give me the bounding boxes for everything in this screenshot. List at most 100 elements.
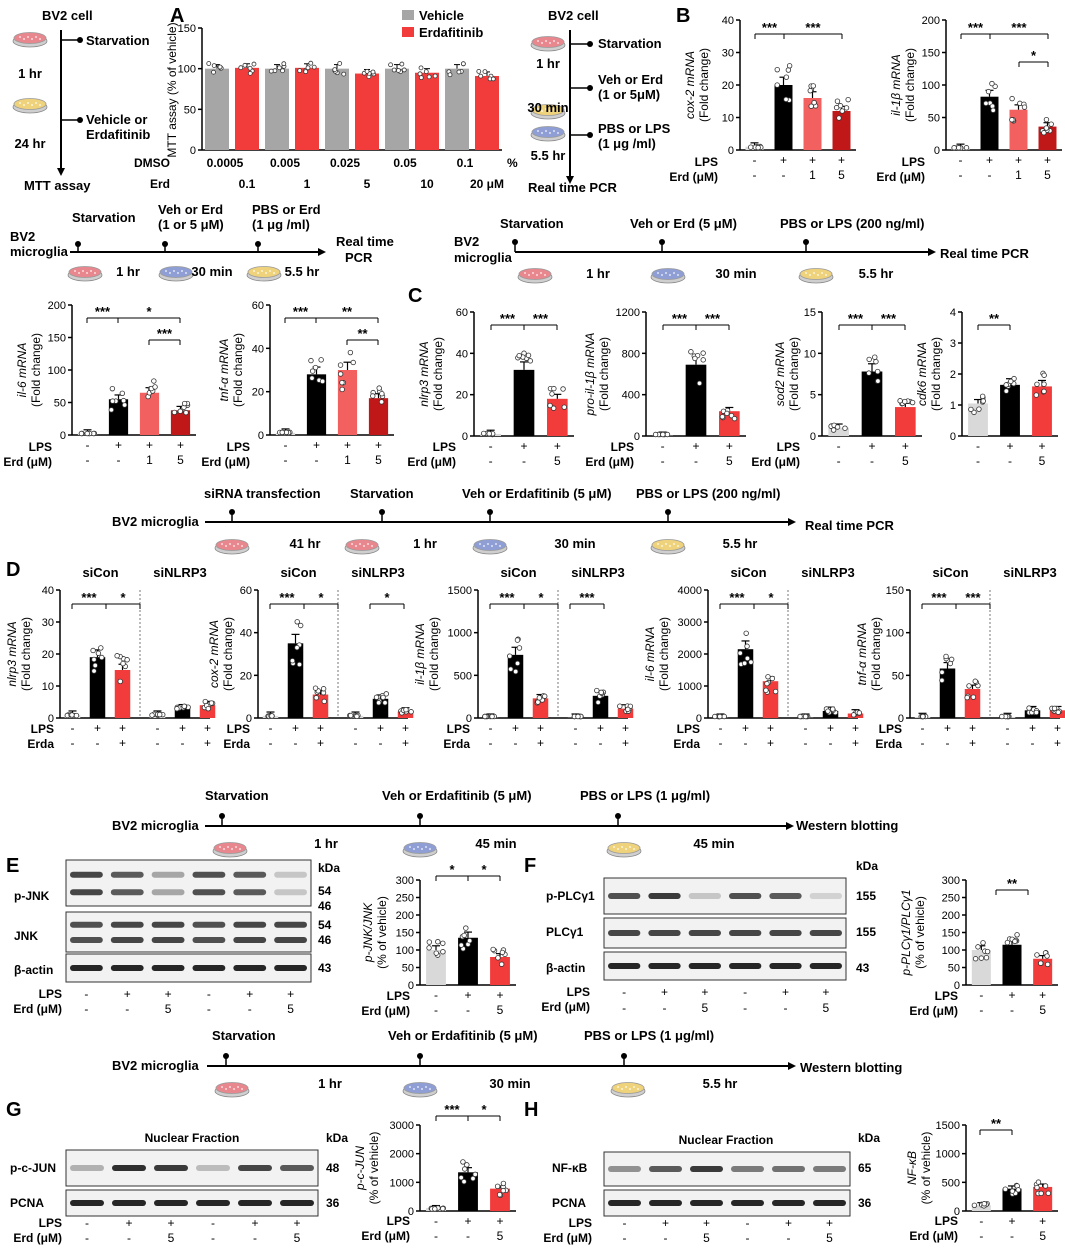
y-axis-label: cox-2 mRNA: [207, 620, 221, 688]
significance-mark: ***: [499, 590, 515, 605]
condition-symbol: -: [623, 1216, 627, 1230]
timeline-node: [587, 85, 593, 91]
condition-symbol: +: [969, 736, 976, 750]
panel-letter: F: [524, 855, 536, 877]
protein-band: [110, 965, 144, 971]
sample-point: [786, 63, 793, 69]
condition-symbol: -: [248, 1002, 252, 1016]
protein-band: [274, 937, 307, 943]
dish-cell: [825, 274, 827, 276]
sample-point: [516, 352, 522, 359]
condition-symbol: +: [115, 438, 122, 452]
dish-cell: [78, 272, 80, 274]
y-axis-label: tnf-α mRNA: [217, 339, 231, 402]
significance-mark: *: [146, 304, 152, 319]
label: 1 hr: [18, 66, 42, 81]
label: 30 min: [191, 264, 232, 279]
condition-symbol: -: [1008, 454, 1012, 468]
erd-concentration: 1: [304, 177, 311, 191]
sample-point: [460, 1159, 466, 1165]
condition-symbol: +: [496, 1214, 503, 1228]
dish-cell: [813, 272, 815, 274]
condition-symbol: -: [623, 1231, 627, 1245]
kda-header: kDa: [856, 859, 878, 873]
condition-symbol: -: [719, 736, 723, 750]
sample-point: [774, 82, 780, 88]
condition-symbol: +: [852, 721, 859, 735]
y-tick-label: 200: [922, 15, 940, 27]
condition-symbol: +: [125, 1216, 132, 1230]
kda-marker: 54: [318, 884, 332, 898]
condition-symbol: +: [1029, 721, 1036, 735]
y-tick-label: 2000: [390, 1149, 414, 1161]
row-label: LPS: [611, 440, 634, 454]
y-axis-label: (Fold change): [903, 48, 917, 122]
condition-symbol: +: [969, 721, 976, 735]
condition-symbol: -: [746, 1231, 750, 1245]
condition-symbol: -: [207, 1002, 211, 1016]
dish-cell: [532, 272, 534, 274]
dish-medium: [403, 1082, 437, 1094]
condition-symbol: +: [344, 438, 351, 452]
sample-point: [1041, 381, 1047, 387]
condition-symbol: -: [837, 454, 841, 468]
sample-point: [975, 944, 981, 950]
bar: [592, 695, 609, 718]
condition-symbol: +: [785, 1216, 792, 1230]
y-tick-label: 0: [462, 431, 468, 443]
dish-cell: [669, 545, 671, 547]
sample-point: [466, 938, 473, 944]
protein-band: [70, 871, 103, 878]
sample-point: [550, 405, 557, 411]
y-axis-label: (Fold change): [929, 337, 943, 411]
row-label: DMSO: [134, 156, 170, 170]
sample-point: [802, 713, 809, 720]
sample-point: [972, 678, 978, 684]
condition-symbol: +: [597, 721, 604, 735]
protein-band: [192, 937, 226, 943]
sample-point: [845, 96, 851, 103]
sample-point: [1021, 104, 1028, 110]
sample-point: [1004, 939, 1011, 946]
sample-point: [774, 66, 780, 73]
sample-point: [810, 83, 816, 89]
condition-symbol: 5: [375, 453, 382, 467]
sample-point: [1002, 1186, 1009, 1192]
protein-band: [110, 921, 144, 928]
blot-strip: [603, 951, 847, 981]
sample-point: [595, 699, 601, 706]
blot-row-label: PCNA: [552, 1196, 586, 1210]
condition-symbol: -: [574, 736, 578, 750]
y-tick-label: 0: [728, 145, 734, 157]
kda-header: kDa: [318, 861, 340, 875]
condition-symbol: +: [826, 1216, 833, 1230]
condition-symbol: -: [125, 1002, 129, 1016]
bar: [774, 85, 793, 150]
label: Veh or Erd: [158, 202, 223, 217]
sample-point: [401, 67, 407, 73]
protein-band: [731, 1200, 764, 1206]
dish-cell: [355, 545, 357, 547]
sample-point: [1034, 381, 1040, 387]
condition-symbol: 5: [902, 454, 909, 468]
sample-point: [177, 408, 184, 414]
dish-cell: [241, 545, 243, 547]
panel-letter: A: [170, 5, 184, 27]
sample-point: [943, 653, 949, 660]
dish-cell: [413, 1088, 415, 1090]
y-tick-label: 0: [934, 145, 940, 157]
dish-medium: [531, 36, 565, 48]
significance-mark: ***: [95, 304, 111, 319]
protein-band: [280, 1165, 314, 1171]
sample-point: [432, 1206, 438, 1212]
condition-symbol: 5: [703, 1231, 710, 1245]
bar: [939, 668, 956, 718]
protein-band: [70, 1165, 104, 1171]
sample-point: [408, 709, 414, 715]
blot-strip: [65, 911, 312, 953]
sample-point: [535, 699, 541, 705]
sample-point: [737, 650, 743, 656]
y-axis-label: (Fold change): [787, 337, 801, 411]
row-label: LPS: [39, 987, 62, 1001]
